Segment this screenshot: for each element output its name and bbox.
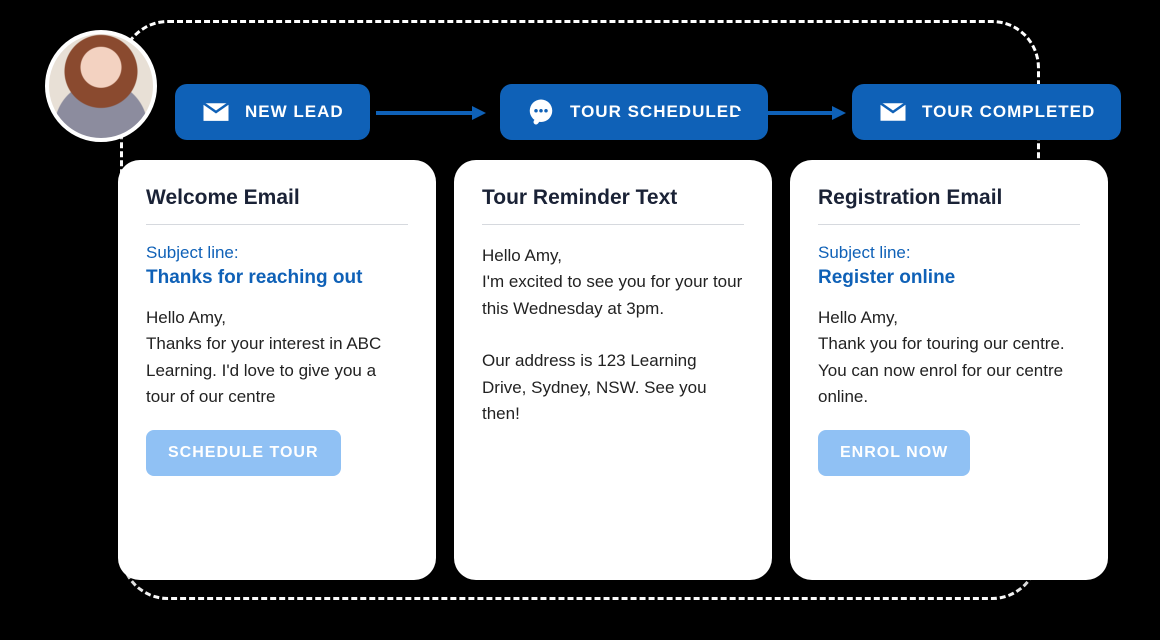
subject-value: Thanks for reaching out <box>146 267 408 289</box>
cta-schedule-tour[interactable]: SCHEDULE TOUR <box>146 430 341 476</box>
card-tour-reminder: Tour Reminder Text Hello Amy, I'm excite… <box>454 160 772 580</box>
card-title: Tour Reminder Text <box>482 186 744 210</box>
card-title: Welcome Email <box>146 186 408 210</box>
cta-enrol-now[interactable]: ENROL NOW <box>818 430 970 476</box>
subject-label: Subject line: <box>818 243 1080 263</box>
arrow-icon <box>376 106 486 120</box>
card-body: Hello Amy, Thank you for touring our cen… <box>818 305 1080 410</box>
workflow-diagram: NEW LEAD TOUR SCHEDULED TOUR COMPLETED W… <box>0 0 1160 640</box>
envelope-icon <box>878 97 908 127</box>
chat-icon <box>526 97 556 127</box>
subject-value: Register online <box>818 267 1080 289</box>
stage-label: NEW LEAD <box>245 102 344 122</box>
card-welcome-email: Welcome Email Subject line: Thanks for r… <box>118 160 436 580</box>
stage-pill-new-lead: NEW LEAD <box>175 84 370 140</box>
divider <box>482 224 744 225</box>
avatar <box>45 30 157 142</box>
stage-label: TOUR COMPLETED <box>922 102 1095 122</box>
subject-label: Subject line: <box>146 243 408 263</box>
divider <box>818 224 1080 225</box>
divider <box>146 224 408 225</box>
card-body: Hello Amy, Thanks for your interest in A… <box>146 305 408 410</box>
stage-pill-tour-scheduled: TOUR SCHEDULED <box>500 84 768 140</box>
stage-label: TOUR SCHEDULED <box>570 102 742 122</box>
card-body: Hello Amy, I'm excited to see you for yo… <box>482 243 744 427</box>
envelope-icon <box>201 97 231 127</box>
arrow-icon <box>736 106 846 120</box>
card-registration-email: Registration Email Subject line: Registe… <box>790 160 1108 580</box>
stage-pill-tour-completed: TOUR COMPLETED <box>852 84 1121 140</box>
card-title: Registration Email <box>818 186 1080 210</box>
